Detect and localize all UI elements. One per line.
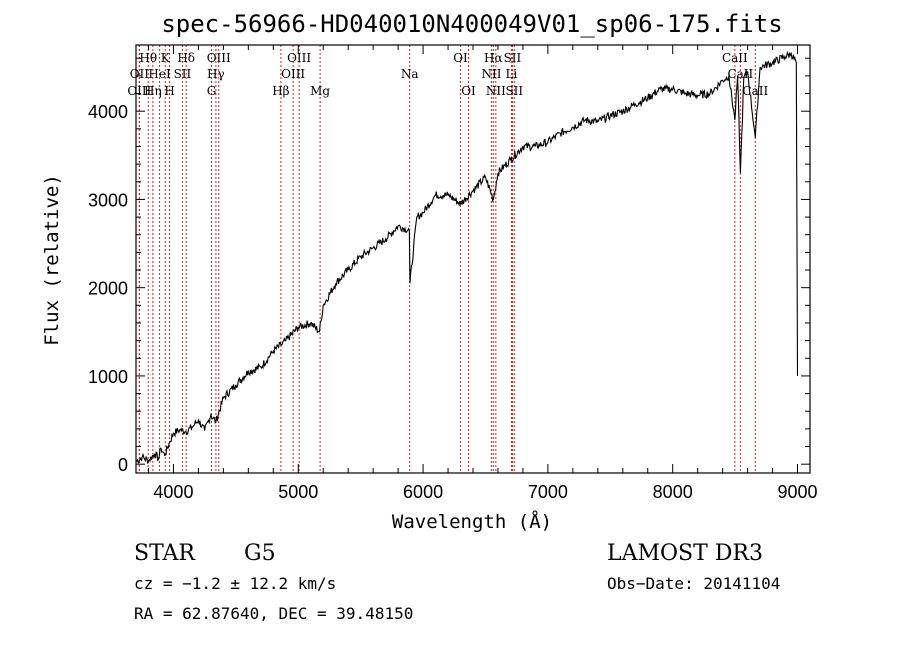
spectrum-series-line: [135, 50, 799, 465]
x-tick-label-1: 5000: [278, 482, 318, 502]
line-label-14: OIII: [281, 67, 305, 81]
line-label-16: Na: [401, 67, 419, 81]
line-label-26: CaII: [727, 67, 753, 81]
emission-line-markers: [138, 45, 756, 473]
y-tick-label-0: 0: [118, 455, 128, 475]
observation-date: Obs−Date: 20141104: [607, 574, 780, 593]
x-tick-label-5: 9000: [777, 482, 817, 502]
line-label-9: OIII: [207, 51, 231, 65]
y-tick-label-3: 3000: [88, 190, 128, 210]
line-label-11: G: [207, 84, 217, 98]
y-axis-label: Flux (relative): [41, 174, 63, 346]
redshift-cz: cz = −1.2 ± 12.2 km/s: [134, 574, 336, 593]
y-axis-ticks: 0 1000 2000 3000 4000: [88, 57, 810, 475]
object-subclass: G5: [244, 541, 276, 566]
chart-title: spec-56966-HD040010N400049V01_sp06-175.f…: [161, 10, 782, 38]
y-tick-label-2: 2000: [88, 279, 128, 299]
line-label-4: HeI: [148, 67, 171, 81]
line-label-13: OIII: [287, 51, 311, 65]
line-label-18: OI: [461, 84, 476, 98]
x-axis-label: Wavelength (Å): [392, 510, 552, 533]
line-label-22: Li: [506, 67, 518, 81]
line-label-19: Hα: [484, 51, 503, 65]
line-label-0: Hθ: [139, 51, 157, 65]
line-label-7: H: [164, 84, 174, 98]
x-tick-label-4: 8000: [653, 482, 693, 502]
y-tick-label-1: 1000: [88, 367, 128, 387]
coordinates: RA = 62.87640, DEC = 39.48150: [134, 604, 413, 623]
x-axis-ticks: 4000 5000 6000 7000 8000 9000: [147, 45, 818, 502]
x-tick-label-0: 4000: [153, 482, 193, 502]
survey-name: LAMOST DR3: [607, 541, 763, 566]
line-label-3: Hη: [144, 84, 162, 98]
y-tick-label-4: 4000: [88, 102, 128, 122]
line-label-2: OIII: [127, 84, 151, 98]
line-label-12: Hβ: [272, 84, 289, 98]
line-label-5: K: [161, 51, 171, 65]
line-label-1: OII: [130, 67, 150, 81]
line-label-27: CaII: [742, 84, 768, 98]
line-label-8: Hδ: [177, 51, 195, 65]
x-tick-label-3: 7000: [528, 482, 568, 502]
object-class: STAR: [134, 541, 196, 566]
line-label-20: SII: [504, 51, 522, 65]
line-label-21: NII: [481, 67, 501, 81]
line-label-6: SII: [174, 67, 192, 81]
line-label-10: Hγ: [207, 67, 225, 81]
line-label-24: SII: [505, 84, 523, 98]
line-label-25: CaII: [722, 51, 748, 65]
line-label-23: NII: [486, 84, 506, 98]
line-label-17: OI: [453, 51, 468, 65]
line-label-15: Mg: [310, 84, 330, 98]
plot-frame: [135, 44, 811, 474]
x-tick-label-2: 6000: [403, 482, 443, 502]
